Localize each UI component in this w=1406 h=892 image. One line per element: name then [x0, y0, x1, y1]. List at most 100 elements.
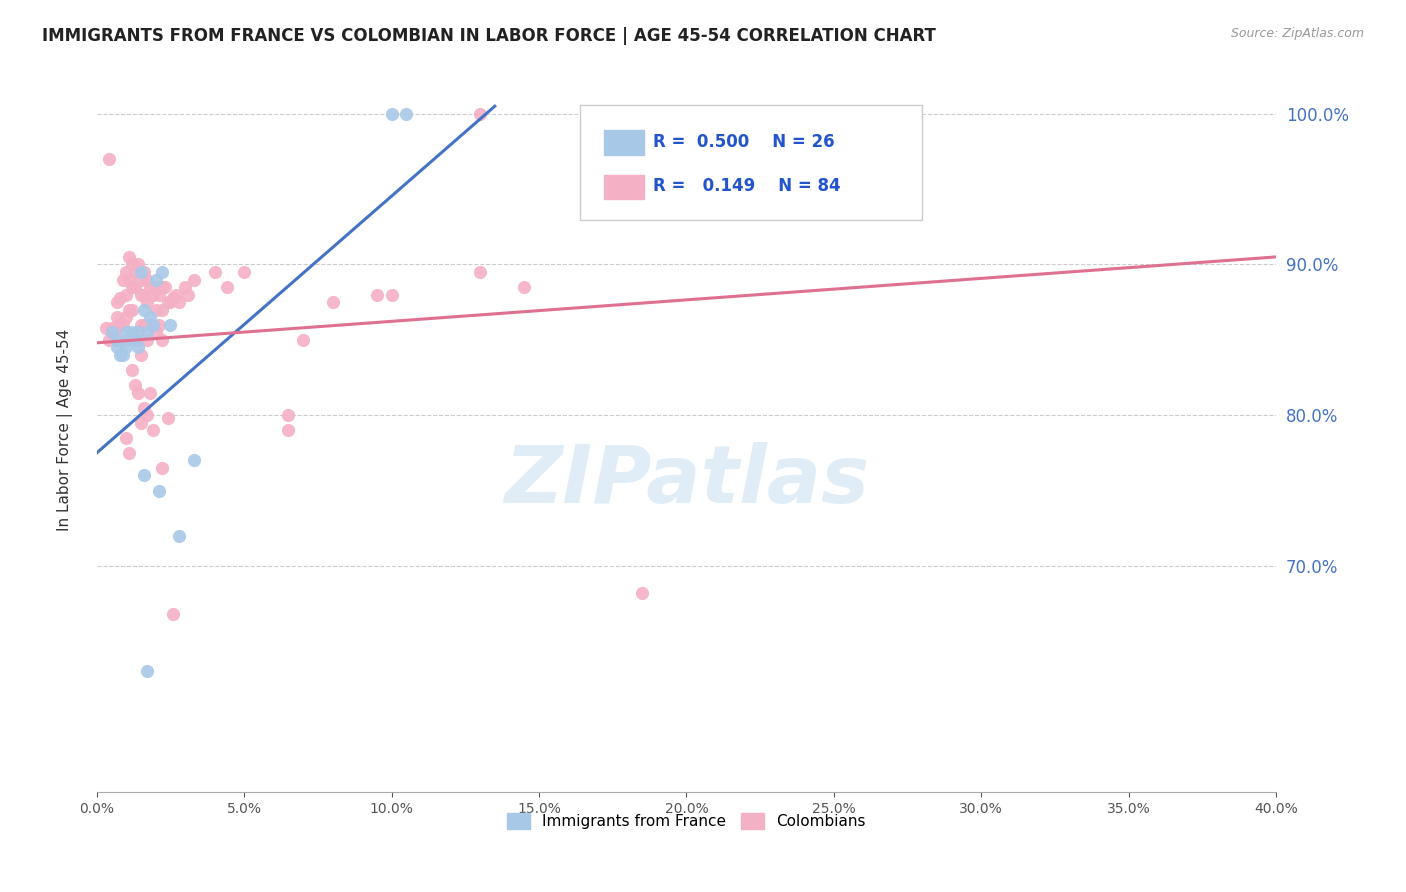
Point [150, 265, 173, 279]
Point [129, 348, 152, 362]
Point [169, 295, 191, 310]
Point [121, 257, 143, 271]
Point [135, 326, 157, 340]
Point [115, 326, 138, 340]
Point [142, 287, 165, 301]
Point [110, 291, 132, 305]
Point [145, 302, 167, 317]
Point [139, 318, 162, 332]
Point [124, 265, 146, 279]
FancyBboxPatch shape [581, 104, 922, 220]
Point [159, 318, 181, 332]
Point [139, 310, 162, 325]
Point [135, 295, 157, 310]
Point [115, 310, 138, 325]
Point [150, 333, 173, 347]
Point [97, 333, 120, 347]
Point [121, 363, 143, 377]
Point [145, 280, 167, 294]
Point [132, 265, 155, 279]
Point [150, 461, 173, 475]
Point [100, 326, 122, 340]
Point [322, 295, 344, 310]
Point [148, 318, 170, 332]
Point [115, 431, 138, 445]
Point [132, 287, 155, 301]
Point [115, 265, 138, 279]
Point [204, 265, 226, 279]
Point [110, 318, 132, 332]
Point [118, 302, 141, 317]
Point [169, 529, 191, 543]
Point [135, 333, 157, 347]
Point [277, 423, 299, 437]
Point [150, 302, 173, 317]
Text: R =   0.149    N = 84: R = 0.149 N = 84 [654, 178, 841, 195]
Point [132, 302, 155, 317]
Text: R =  0.500    N = 26: R = 0.500 N = 26 [654, 133, 835, 151]
Point [132, 401, 155, 415]
Point [139, 280, 162, 294]
Point [132, 468, 155, 483]
Point [153, 280, 176, 294]
Point [366, 287, 388, 301]
Point [156, 411, 179, 425]
Point [112, 348, 135, 362]
Point [112, 318, 135, 332]
Point [215, 280, 238, 294]
Point [127, 385, 149, 400]
Point [97, 152, 120, 166]
Point [145, 272, 167, 286]
Point [174, 280, 197, 294]
Point [135, 272, 157, 286]
Point [129, 272, 152, 286]
Point [115, 340, 138, 354]
Point [127, 333, 149, 347]
Point [127, 340, 149, 354]
Point [94, 320, 117, 334]
Point [107, 310, 129, 325]
Point [145, 326, 167, 340]
Point [100, 320, 122, 334]
Point [183, 453, 205, 467]
Point [162, 607, 184, 621]
Point [112, 272, 135, 286]
Point [165, 287, 187, 301]
Point [100, 326, 122, 340]
Point [156, 295, 179, 310]
Text: Source: ZipAtlas.com: Source: ZipAtlas.com [1230, 27, 1364, 40]
Point [121, 280, 143, 294]
Point [107, 333, 129, 347]
Text: ZIPatlas: ZIPatlas [503, 442, 869, 520]
Point [132, 318, 155, 332]
Point [183, 272, 205, 286]
Point [142, 318, 165, 332]
Point [631, 586, 654, 600]
Point [381, 107, 404, 121]
Point [395, 107, 418, 121]
Point [118, 446, 141, 460]
Point [124, 378, 146, 392]
Point [233, 265, 256, 279]
Point [468, 265, 491, 279]
Point [159, 295, 181, 310]
Point [127, 326, 149, 340]
Point [129, 318, 152, 332]
Y-axis label: In Labor Force | Age 45-54: In Labor Force | Age 45-54 [58, 329, 73, 532]
Point [162, 291, 184, 305]
Point [110, 318, 132, 332]
Point [150, 280, 173, 294]
Point [381, 287, 404, 301]
Point [107, 295, 129, 310]
Point [129, 265, 152, 279]
Point [277, 408, 299, 422]
Point [292, 333, 315, 347]
Point [103, 326, 125, 340]
Point [121, 302, 143, 317]
FancyBboxPatch shape [605, 175, 644, 199]
Point [177, 287, 200, 301]
Point [148, 483, 170, 498]
FancyBboxPatch shape [605, 130, 644, 154]
Point [129, 416, 152, 430]
Legend: Immigrants from France, Colombians: Immigrants from France, Colombians [501, 806, 872, 835]
